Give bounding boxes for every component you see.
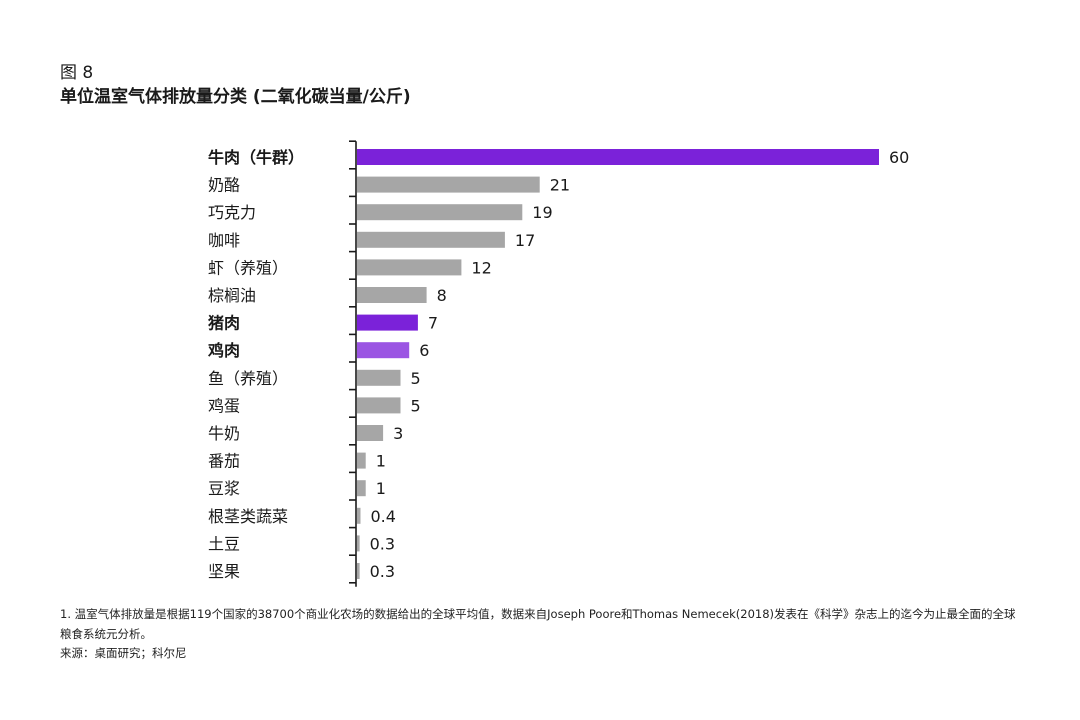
value-label: 5 — [411, 369, 421, 388]
bar — [357, 425, 384, 441]
value-label: 7 — [428, 314, 438, 333]
category-label: 土豆 — [208, 534, 240, 553]
footnote: 1. 温室气体排放量是根据119个国家的38700个商业化农场的数据给出的全球平… — [60, 607, 1016, 641]
category-label: 鱼（养殖） — [208, 369, 288, 388]
value-label: 5 — [411, 396, 421, 415]
category-label: 猪肉 — [207, 314, 240, 333]
category-label: 牛奶 — [208, 424, 240, 443]
value-label: 12 — [471, 258, 491, 277]
figure-label: 图 8 — [60, 63, 94, 83]
category-label: 根茎类蔬菜 — [208, 507, 288, 526]
value-label: 21 — [550, 176, 570, 195]
category-label: 鸡蛋 — [208, 396, 240, 415]
category-label: 鸡肉 — [207, 341, 240, 360]
figure-title: 单位温室气体排放量分类 (二氧化碳当量/公斤) — [60, 87, 411, 107]
value-label: 1 — [376, 452, 386, 471]
value-label: 1 — [376, 479, 386, 498]
category-label: 牛肉（牛群） — [208, 148, 304, 167]
bar — [357, 480, 366, 497]
value-label: 60 — [889, 148, 909, 167]
bar — [357, 176, 540, 193]
category-label: 豆浆 — [208, 479, 240, 498]
value-label: 8 — [437, 286, 447, 305]
bar — [357, 287, 427, 303]
category-label: 巧克力 — [208, 203, 256, 222]
value-label: 0.3 — [370, 534, 395, 553]
bar — [357, 507, 361, 524]
bar — [357, 397, 401, 414]
category-label: 棕榈油 — [208, 286, 256, 305]
bar — [357, 369, 401, 386]
bar — [357, 535, 360, 552]
category-label: 奶酪 — [208, 176, 240, 195]
value-label: 0.4 — [370, 507, 395, 526]
value-label: 6 — [419, 341, 429, 360]
value-label: 19 — [532, 203, 552, 222]
bar — [357, 231, 505, 248]
category-label: 咖啡 — [208, 231, 240, 250]
bar — [357, 149, 879, 165]
bar — [357, 342, 410, 359]
bar — [357, 259, 462, 276]
bar-chart: 牛肉（牛群） 60 奶酪 21 巧克力 19 咖啡 17 虾（养殖） 12 棕榈油 8 猪肉 7 鸡肉 6 鱼（… — [207, 140, 909, 587]
category-label: 虾（养殖） — [208, 258, 288, 277]
value-label: 17 — [515, 231, 535, 250]
bar — [357, 204, 523, 221]
category-label: 番茄 — [208, 452, 240, 471]
bar — [357, 314, 418, 331]
bar — [357, 563, 360, 579]
source-note: 来源：桌面研究；科尔尼 — [60, 646, 187, 660]
category-label: 坚果 — [208, 562, 240, 581]
bar — [357, 452, 366, 469]
value-label: 0.3 — [370, 562, 395, 581]
value-label: 3 — [393, 424, 403, 443]
